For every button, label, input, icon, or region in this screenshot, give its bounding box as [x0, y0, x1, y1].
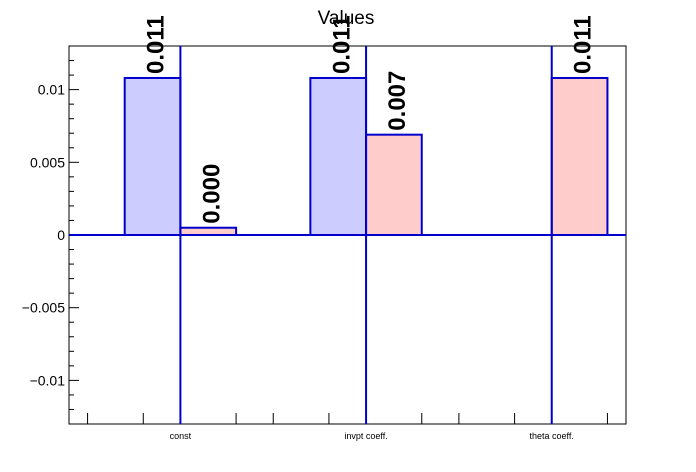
- data-label: 0.011: [328, 15, 355, 74]
- bars: [123, 76, 609, 237]
- x-tick-label: theta coeff.: [530, 431, 574, 441]
- marker-lines: [69, 46, 626, 424]
- bar: [179, 226, 238, 237]
- data-label: 0.011: [143, 15, 170, 74]
- y-tick-label: −0.005: [22, 300, 65, 316]
- x-tick-label: invpt coeff.: [344, 431, 387, 441]
- y-tick-label: −0.01: [30, 372, 66, 388]
- axes: −0.01 −0.005 0 0.005 0.01 const invpt coeff. th…: [22, 45, 608, 441]
- data-label: 0.011: [570, 15, 597, 74]
- y-tick-label: 0.01: [38, 82, 65, 98]
- y-tick-label: 0.005: [30, 154, 65, 170]
- bar: [550, 76, 609, 236]
- data-label: 0.007: [384, 71, 411, 131]
- x-tick-label: const: [170, 431, 192, 441]
- y-tick-label: 0: [57, 227, 65, 243]
- bar: [309, 76, 368, 236]
- bar: [123, 76, 182, 236]
- chart-title: Values: [318, 8, 375, 29]
- data-label: 0.000: [198, 164, 225, 224]
- data-labels: 0.011 0.011 0.000 0.007 0.011: [143, 15, 597, 223]
- bar: [365, 133, 423, 236]
